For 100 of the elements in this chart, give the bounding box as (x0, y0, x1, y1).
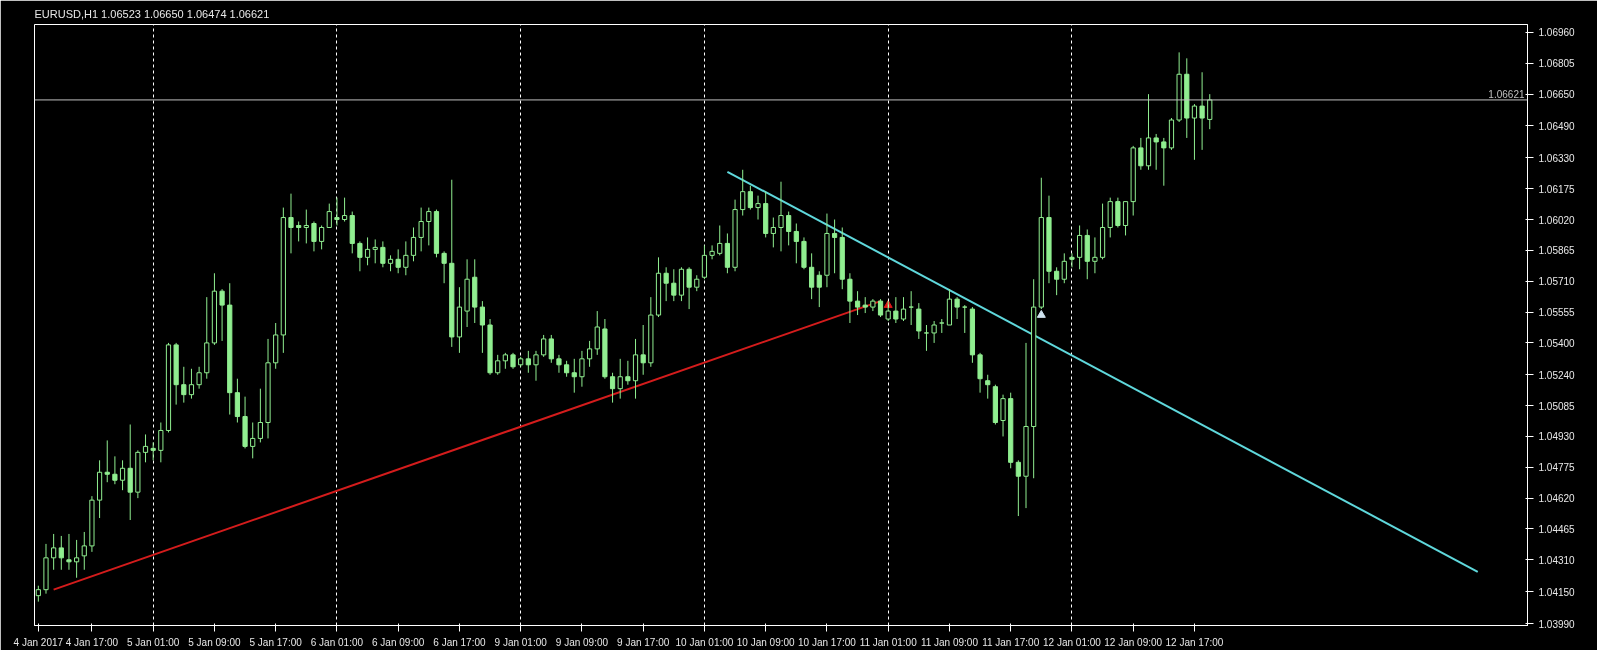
candlestick (640, 324, 646, 376)
candlestick (66, 533, 72, 571)
candlestick (426, 207, 432, 246)
candlestick (234, 378, 240, 424)
candlestick (747, 185, 753, 211)
candlestick (793, 223, 799, 264)
x-tick-label: 10 Jan 17:00 (798, 636, 857, 648)
candlestick (403, 240, 409, 276)
candlestick (112, 455, 118, 485)
candlestick (778, 181, 784, 252)
candlestick (533, 350, 539, 382)
candlestick (142, 433, 149, 463)
candlestick (311, 221, 317, 252)
candlestick (479, 300, 486, 354)
candlestick (296, 221, 302, 242)
candlestick (119, 459, 126, 491)
x-tick-label: 9 Jan 09:00 (555, 636, 609, 648)
candlestick (58, 535, 64, 571)
candlestick (410, 226, 417, 262)
x-tick-label: 4 Jan 17:00 (65, 636, 119, 648)
candlestick (334, 197, 340, 226)
candlestick (1076, 225, 1083, 270)
candlestick (418, 207, 424, 252)
candlestick (81, 531, 87, 571)
y-tick-label: 1.06960 (1538, 27, 1576, 39)
candlestick (617, 358, 623, 400)
candlestick (724, 232, 731, 274)
y-tick-label: 1.06650 (1538, 89, 1576, 101)
candlestick (962, 304, 968, 334)
x-tick-label: 10 Jan 01:00 (675, 636, 734, 648)
candlestick (51, 533, 57, 571)
candlestick (701, 244, 708, 280)
candlestick (1061, 252, 1067, 284)
candlestick (931, 320, 937, 344)
candlestick (158, 422, 164, 463)
x-tick-label: 12 Jan 09:00 (1104, 636, 1163, 648)
y-tick-label: 1.04310 (1538, 554, 1576, 566)
candlestick (755, 195, 761, 221)
candlestick (586, 340, 593, 368)
candlestick (1054, 266, 1060, 296)
candlestick (257, 388, 263, 443)
x-tick-label: 9 Jan 17:00 (617, 636, 670, 648)
candlestick (188, 368, 195, 400)
candlestick (181, 366, 187, 404)
candlestick (556, 354, 562, 374)
candlestick (594, 310, 600, 356)
candlestick (954, 296, 960, 320)
candlestick (923, 324, 930, 352)
candlestick (326, 203, 332, 228)
candlestick (319, 225, 325, 250)
y-tick-label: 1.04150 (1538, 586, 1576, 598)
candlestick (770, 217, 776, 248)
candlestick (250, 422, 256, 459)
candlestick (893, 296, 899, 324)
candlestick (740, 169, 746, 217)
x-tick-label: 10 Jan 09:00 (736, 636, 796, 648)
candlestick (885, 300, 891, 322)
x-tick-label: 4 Jan 2017 (13, 636, 64, 648)
x-tick-label: 11 Jan 01:00 (859, 636, 918, 648)
candlestick (671, 268, 677, 302)
candlestick (74, 539, 80, 579)
candlestick (357, 240, 363, 272)
y-tick-label: 1.04465 (1538, 523, 1576, 535)
x-tick-label: 5 Jan 09:00 (188, 636, 241, 648)
x-tick-label: 5 Jan 01:00 (127, 636, 180, 648)
y-tick-label: 1.05240 (1538, 369, 1576, 381)
candlestick (525, 350, 531, 374)
candlestick (579, 350, 585, 388)
candlestick (1161, 137, 1167, 187)
candlestick (916, 302, 922, 340)
candlestick (1069, 252, 1075, 268)
candlestick (609, 372, 616, 404)
candlestick (104, 439, 110, 483)
y-tick-label: 1.04620 (1538, 493, 1576, 505)
candlestick (809, 252, 815, 300)
x-tick-label: 12 Jan 17:00 (1165, 636, 1224, 648)
candlestick (1207, 93, 1213, 130)
candlestick (847, 272, 853, 324)
y-tick-label: 1.06020 (1538, 214, 1576, 226)
x-tick-label: 9 Jan 01:00 (494, 636, 548, 648)
y-tick-label: 1.04775 (1538, 462, 1576, 474)
candlestick (816, 270, 822, 308)
candlestick (303, 209, 309, 244)
candlestick (1138, 137, 1144, 171)
y-tick-label: 1.05710 (1538, 276, 1576, 288)
candlestick (908, 290, 914, 326)
candlestick (288, 193, 294, 254)
candlestick (571, 358, 577, 394)
candlestick (663, 266, 669, 302)
x-tick-label: 6 Jan 17:00 (433, 636, 486, 648)
y-tick-label: 1.06805 (1538, 58, 1576, 70)
candlestick (709, 244, 715, 260)
x-tick-label: 12 Jan 01:00 (1043, 636, 1102, 648)
x-tick-label: 11 Jan 17:00 (982, 636, 1040, 648)
candlestick (364, 236, 371, 266)
candlestick (1000, 394, 1006, 437)
candlestick (831, 219, 838, 274)
candlestick (717, 225, 723, 256)
candlestick (380, 240, 386, 268)
x-tick-label: 11 Jan 09:00 (920, 636, 979, 648)
